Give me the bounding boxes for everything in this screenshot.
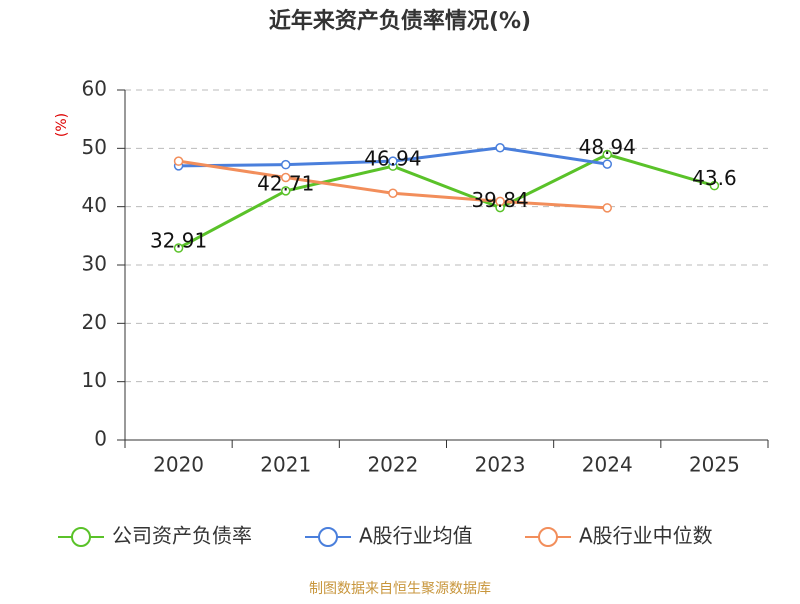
chart-title: 近年来资产负债率情况(%) <box>269 8 531 34</box>
point <box>173 156 184 166</box>
y-tick-label: 0 <box>94 427 107 451</box>
point <box>281 186 291 196</box>
point <box>495 143 505 153</box>
data-label: 46.94 <box>364 147 421 171</box>
legend-label: A股行业中位数 <box>579 524 713 548</box>
point <box>602 203 612 213</box>
y-tick-label: 40 <box>82 193 107 217</box>
legend-label: 公司资产负债率 <box>112 524 252 548</box>
x-tick-label: 2023 <box>475 453 526 477</box>
x-tick-label: 2025 <box>689 453 740 477</box>
point <box>602 149 612 160</box>
data-label: 48.94 <box>579 135 636 159</box>
y-tick-label: 50 <box>82 135 107 159</box>
point <box>281 172 291 183</box>
y-tick-label: 30 <box>82 252 107 276</box>
x-tick-label: 2020 <box>153 453 204 477</box>
source-note: 制图数据来自恒生聚源数据库 <box>309 581 491 597</box>
point <box>495 196 505 207</box>
x-tick-label: 2024 <box>582 453 633 477</box>
y-tick-label: 20 <box>82 310 107 334</box>
data-label: 42.71 <box>257 171 314 195</box>
y-tick-label: 60 <box>82 77 107 101</box>
legend-label: A股行业均值 <box>359 524 473 548</box>
y-tick-label: 10 <box>82 368 107 392</box>
x-tick-label: 2021 <box>260 453 311 477</box>
series-line <box>177 152 715 250</box>
point <box>281 159 291 170</box>
y-axis-label: (%) <box>54 113 70 137</box>
legend-marker <box>71 527 91 547</box>
legend-marker <box>318 527 338 547</box>
point <box>388 156 398 166</box>
data-label: 39.84 <box>471 188 528 212</box>
x-tick-label: 2022 <box>367 453 418 477</box>
point <box>173 243 184 253</box>
point <box>602 159 612 169</box>
legend-marker <box>538 527 558 547</box>
point <box>709 180 720 191</box>
point <box>388 188 398 198</box>
data-label: 43.6 <box>692 166 737 190</box>
data-label: 32.91 <box>150 229 207 253</box>
